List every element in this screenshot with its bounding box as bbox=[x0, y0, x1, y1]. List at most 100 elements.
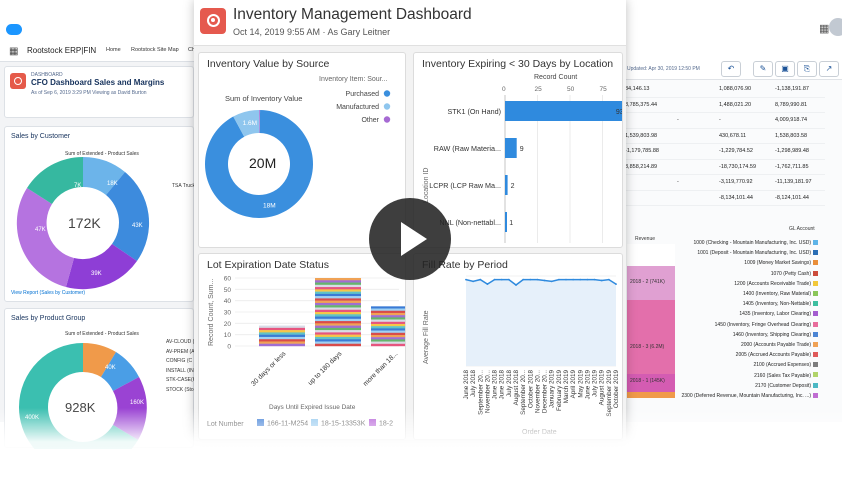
refresh-icon: ↶ bbox=[727, 64, 735, 73]
legend-swatch bbox=[813, 382, 818, 388]
pencil-icon: ✎ bbox=[759, 64, 767, 73]
gl-account-swatches bbox=[813, 240, 818, 403]
lot-expiration-card[interactable]: Lot Expiration Date Status Record Count,… bbox=[198, 253, 406, 440]
dashboard-title: Inventory Management Dashboard bbox=[233, 6, 472, 23]
inventory-value-by-source-card[interactable]: Inventory Value by Source Sum of Invento… bbox=[198, 52, 406, 248]
legend-swatch bbox=[813, 392, 818, 398]
x-tick-label: April 2019 bbox=[570, 370, 577, 399]
gl-account-legend-item: 2170 (Customer Deposit) bbox=[755, 382, 811, 389]
legend-swatch bbox=[813, 250, 818, 256]
dashboard-header: Inventory Management Dashboard Oct 14, 2… bbox=[194, 0, 626, 46]
data-point bbox=[607, 278, 610, 281]
donut-center-value: 928K bbox=[65, 400, 96, 415]
bar bbox=[505, 138, 517, 158]
stack-segment bbox=[259, 336, 305, 340]
gl-report-window: ▦ Updated: Apr 30, 2019 12:50 PM ↶ ✎ ▣ ⎘… bbox=[624, 18, 842, 422]
slice-label: 1.6M bbox=[243, 120, 257, 127]
x-tick-label: October 2019 bbox=[613, 370, 620, 409]
stack-segment bbox=[315, 327, 361, 331]
bar bbox=[505, 101, 622, 121]
y-tick-label: 0 bbox=[227, 344, 231, 351]
x-tick-label: June 2018 bbox=[492, 370, 499, 400]
table-cell: - bbox=[677, 179, 679, 185]
play-icon bbox=[401, 222, 427, 256]
x-tick-label: September 20... bbox=[520, 370, 527, 415]
stack-segment bbox=[315, 336, 361, 340]
table-cell: -1,762,711.85 bbox=[775, 163, 809, 170]
updated-timestamp: Updated: Apr 30, 2019 12:50 PM bbox=[627, 66, 700, 72]
avatar[interactable] bbox=[829, 18, 842, 36]
fill-rate-card[interactable]: Fill Rate by Period Average Fill Rate Or… bbox=[413, 253, 623, 440]
table-row: -1,179,785.88 -1,229,784.52 -1,298,989.48 bbox=[625, 144, 825, 160]
x-tick-label: November 20... bbox=[534, 370, 541, 413]
app-launcher-icon[interactable]: ▦ bbox=[9, 46, 19, 57]
data-point bbox=[529, 278, 532, 281]
legend-label: Manufactured bbox=[336, 104, 379, 111]
x-axis-label: Days Until Expired Issue Date bbox=[269, 404, 356, 411]
stack-segment bbox=[315, 325, 361, 329]
legend-swatch bbox=[813, 260, 818, 266]
x-tick-label: November 20... bbox=[484, 370, 491, 413]
data-point bbox=[565, 278, 567, 281]
stack-segment bbox=[371, 339, 405, 342]
category-label: LCPR (LCP Raw Ma... bbox=[429, 181, 501, 190]
refresh-button[interactable]: ↶ bbox=[721, 61, 741, 77]
data-point bbox=[486, 283, 489, 285]
dashboard-title: CFO Dashboard Sales and Margins bbox=[31, 78, 165, 87]
legend-swatch bbox=[257, 419, 264, 426]
app-launcher-icon[interactable]: ▦ bbox=[819, 23, 830, 35]
donut-slice-47k bbox=[16, 188, 74, 287]
y-tick-label: 40 bbox=[224, 298, 232, 305]
fill-rate-line-chart: Average Fill Rate Order Date June 2018 Ju… bbox=[423, 275, 620, 436]
x-tick-label: September 20... bbox=[477, 370, 484, 415]
table-cell: -18,730,174.59 bbox=[719, 163, 757, 170]
x-tick-label: December 20... bbox=[542, 370, 549, 413]
data-point bbox=[550, 280, 553, 283]
legend-swatch bbox=[813, 341, 818, 347]
data-point bbox=[593, 278, 596, 281]
save-icon: ▣ bbox=[781, 64, 789, 73]
table-cell: 1,088,076.90 bbox=[719, 86, 752, 92]
revenue-label: Revenue bbox=[635, 236, 656, 242]
stack-segment bbox=[259, 330, 305, 333]
export-button[interactable]: ⎘ bbox=[797, 61, 817, 77]
product-group-label: INSTALL (IN bbox=[166, 367, 194, 374]
save-button[interactable]: ▣ bbox=[775, 61, 795, 77]
stack-segment bbox=[371, 306, 405, 309]
x-tick-label: January 2019 bbox=[549, 370, 556, 409]
table-cell: -8,134,101.44 bbox=[719, 194, 753, 201]
donut-slice-18k bbox=[83, 156, 125, 195]
stack-segment bbox=[371, 310, 405, 314]
share-button[interactable]: ↗ bbox=[819, 61, 839, 77]
data-point bbox=[536, 278, 539, 281]
stack-segment bbox=[315, 318, 361, 322]
play-video-button[interactable] bbox=[369, 198, 451, 280]
stack-segment bbox=[315, 341, 361, 344]
card-title: Lot Expiration Date Status bbox=[207, 259, 329, 271]
donut-slice-43k bbox=[106, 172, 150, 261]
stack-segment bbox=[315, 334, 361, 338]
inventory-expiring-card[interactable]: Inventory Expiring < 30 Days by Location… bbox=[413, 52, 623, 248]
gl-account-legend-item: 2100 (Accrued Expenses) bbox=[753, 362, 811, 369]
legend-title: Inventory Item: Sour... bbox=[319, 76, 388, 83]
stack-segment bbox=[315, 280, 361, 283]
nav-home[interactable]: Home bbox=[106, 47, 121, 53]
nav-more[interactable]: Ch bbox=[188, 47, 196, 53]
area-fill bbox=[466, 279, 616, 366]
svg-text:43K: 43K bbox=[132, 223, 143, 229]
legend-label: Other bbox=[361, 117, 379, 124]
category-label: RAW (Raw Materia... bbox=[434, 144, 501, 153]
view-report-link[interactable]: View Report (Sales by Customer) bbox=[11, 290, 86, 296]
svg-text:47K: 47K bbox=[35, 227, 46, 233]
svg-text:400K: 400K bbox=[25, 415, 39, 421]
bar-value-label: 9 bbox=[520, 146, 524, 153]
edit-button[interactable]: ✎ bbox=[753, 61, 773, 77]
x-tick-label: February 2019 bbox=[556, 370, 563, 411]
stack-segment bbox=[315, 323, 361, 326]
donut-slice-39k bbox=[66, 244, 137, 290]
stack-segment bbox=[371, 343, 405, 347]
table-cell: 8,785,375.44 bbox=[625, 101, 658, 108]
nav-site-map[interactable]: Rootstock Site Map bbox=[131, 47, 179, 53]
gl-account-legend-item: 1070 (Petty Cash) bbox=[770, 270, 811, 277]
bar bbox=[505, 175, 508, 195]
